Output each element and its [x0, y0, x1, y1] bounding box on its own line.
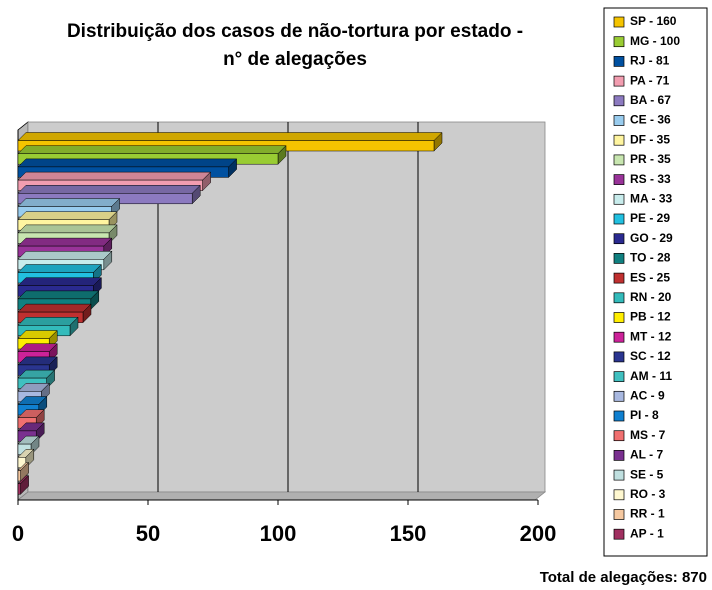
legend-swatch [613, 430, 625, 442]
legend-swatch [613, 390, 625, 402]
legend-swatch [613, 56, 625, 67]
x-tick-label: 50 [136, 521, 160, 546]
bar-top [17, 264, 103, 273]
x-tick-label: 150 [390, 521, 427, 546]
bar-top [17, 290, 100, 300]
legend-label: AM - 11 [630, 369, 672, 383]
legend-swatch [613, 16, 625, 28]
legend-swatch [613, 351, 625, 363]
legend-label: SE - 5 [630, 467, 664, 481]
legend-swatch [613, 489, 625, 501]
legend-label: AL - 7 [630, 448, 663, 462]
legend-label: RO - 3 [630, 487, 666, 501]
legend-swatch [613, 95, 625, 107]
bar [17, 483, 21, 495]
floor [16, 491, 547, 501]
legend-swatch [613, 193, 625, 205]
bar [17, 470, 21, 482]
legend-swatch [613, 233, 625, 245]
bar-top [17, 198, 121, 207]
legend-label: PI - 8 [630, 408, 659, 422]
legend-swatch [613, 450, 625, 461]
legend-label: AC - 9 [630, 388, 665, 402]
bar-top [17, 317, 79, 326]
legend-label: PR - 35 [630, 152, 671, 166]
x-tick-label: 200 [520, 521, 557, 546]
legend-label: RS - 33 [630, 172, 671, 186]
bar-top [17, 211, 118, 220]
legend-label: PA - 71 [630, 73, 670, 87]
legend-label: MG - 100 [630, 34, 680, 48]
legend-label: RN - 20 [630, 290, 672, 304]
legend-swatch [613, 528, 625, 540]
legend-label: MA - 33 [630, 191, 673, 205]
legend-swatch [613, 154, 625, 166]
bar-top [17, 277, 103, 286]
legend-swatch [613, 115, 625, 126]
legend-swatch [613, 213, 625, 225]
bar-top [17, 237, 113, 247]
legend-swatch [613, 36, 625, 48]
legend-label: RJ - 81 [630, 54, 670, 68]
legend-label: SP - 160 [630, 14, 677, 28]
legend-label: ES - 25 [630, 270, 670, 284]
x-tick-label: 100 [260, 521, 297, 546]
legend-label: PE - 29 [630, 211, 670, 225]
legend-label: GO - 29 [630, 231, 673, 245]
legend-label: MS - 7 [630, 428, 666, 442]
x-tick-label: 0 [12, 521, 24, 546]
legend-label: PB - 12 [630, 310, 671, 324]
chart-title: Distribuição dos casos de não-tortura po… [67, 21, 523, 42]
bar-top [17, 145, 287, 154]
legend-label: DF - 35 [630, 132, 670, 146]
legend-label: MT - 12 [630, 329, 672, 343]
bar-top [17, 224, 118, 234]
legend-label: RR - 1 [630, 507, 665, 521]
bar-top [17, 251, 113, 260]
legend-label: SC - 12 [630, 349, 671, 363]
legend-swatch [613, 134, 625, 146]
legend-swatch [613, 371, 625, 382]
legend-label: AP - 1 [630, 526, 664, 540]
bar-top [17, 158, 238, 168]
legend-swatch [613, 174, 625, 185]
legend-swatch [613, 272, 625, 284]
legend-label: CE - 36 [630, 113, 671, 127]
legend-swatch [613, 331, 625, 343]
legend-swatch [613, 509, 625, 520]
bar-top [17, 132, 443, 141]
legend-label: TO - 28 [630, 251, 671, 265]
legend-label: BA - 67 [630, 93, 671, 107]
bar-top [17, 185, 201, 194]
bar-top [17, 303, 92, 313]
legend-swatch [613, 469, 625, 481]
chart-title: n° de alegações [223, 49, 367, 70]
bar-top [17, 171, 212, 181]
legend-swatch [613, 312, 625, 323]
legend-swatch [613, 410, 625, 422]
legend-swatch [613, 253, 625, 264]
legend-swatch [613, 75, 625, 87]
legend-swatch [613, 292, 625, 304]
annotation: Total de alegações: 870 [540, 569, 707, 586]
